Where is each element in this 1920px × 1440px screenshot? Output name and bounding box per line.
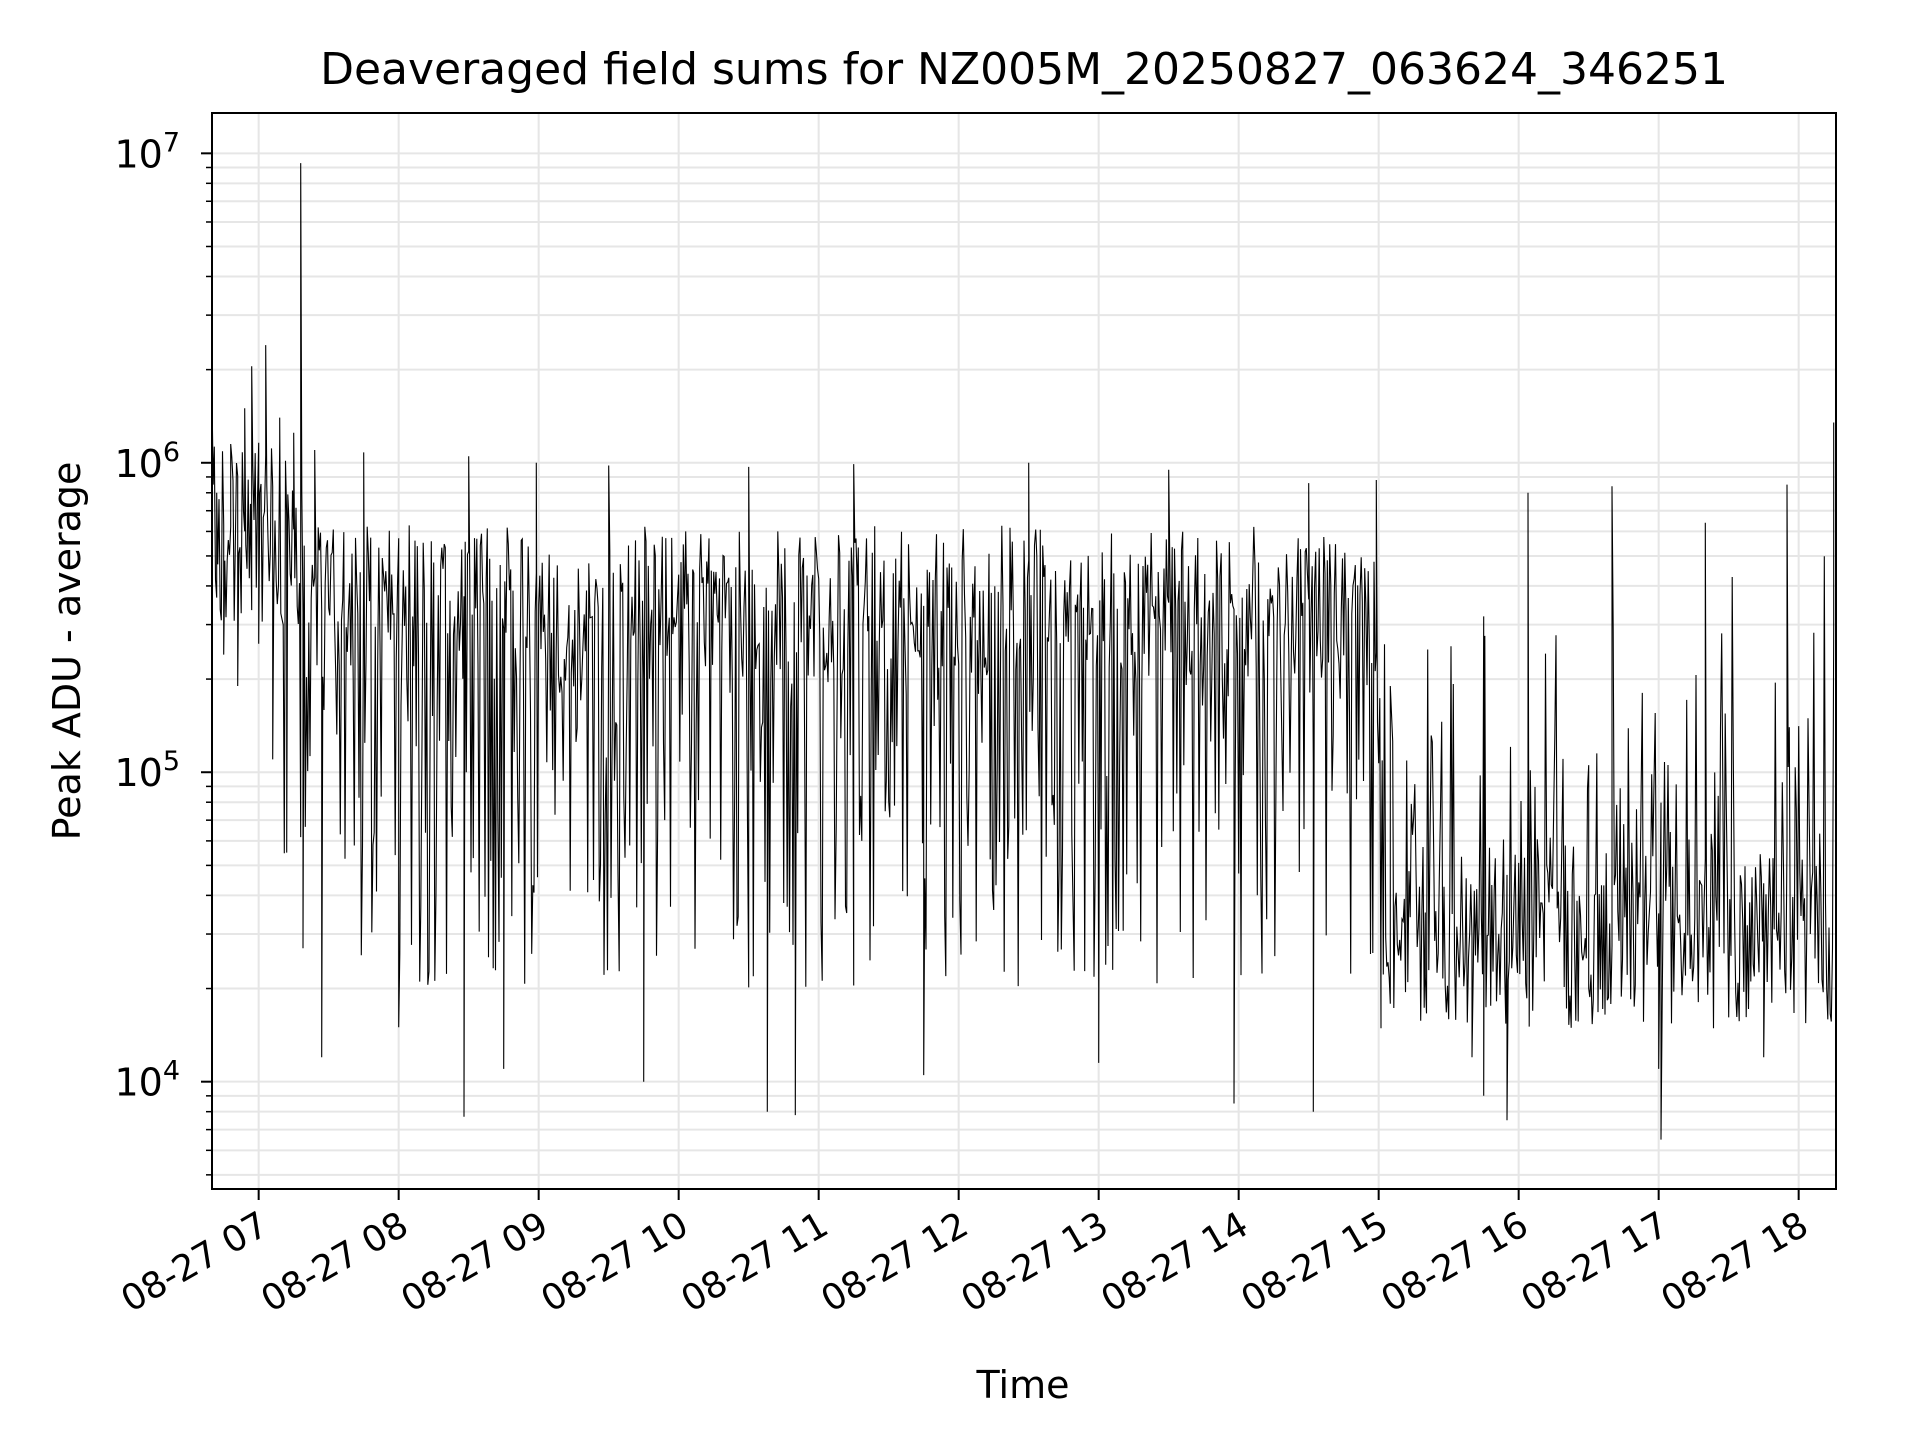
x-tick-label: 08-27 07 bbox=[114, 1204, 275, 1320]
series-line bbox=[211, 163, 1835, 1140]
x-tick-label: 08-27 17 bbox=[1514, 1204, 1675, 1320]
grid bbox=[212, 113, 1836, 1189]
y-axis-ticks: 104 105 106 107 bbox=[114, 127, 212, 1176]
x-tick-label: 08-27 08 bbox=[254, 1204, 415, 1320]
y-tick-label: 104 bbox=[114, 1056, 180, 1105]
x-tick-label: 08-27 10 bbox=[534, 1204, 695, 1320]
y-tick-label: 105 bbox=[114, 746, 180, 795]
y-tick-label: 106 bbox=[114, 437, 180, 486]
x-axis-label: Time bbox=[976, 1363, 1070, 1407]
x-tick-label: 08-27 15 bbox=[1234, 1204, 1395, 1320]
x-tick-label: 08-27 13 bbox=[954, 1204, 1115, 1320]
x-tick-label: 08-27 12 bbox=[814, 1204, 975, 1320]
x-tick-label: 08-27 14 bbox=[1094, 1204, 1255, 1320]
x-tick-label: 08-27 09 bbox=[394, 1204, 555, 1320]
data-trace bbox=[211, 163, 1835, 1140]
x-tick-label: 08-27 16 bbox=[1374, 1204, 1535, 1320]
chart-title: Deaveraged field sums for NZ005M_2025082… bbox=[320, 44, 1728, 95]
plot-frame bbox=[211, 112, 1837, 1190]
y-tick-label: 107 bbox=[114, 127, 180, 176]
x-tick-label: 08-27 18 bbox=[1654, 1204, 1815, 1320]
y-axis-label: Peak ADU - average bbox=[45, 462, 89, 841]
x-tick-label: 08-27 11 bbox=[674, 1204, 835, 1320]
